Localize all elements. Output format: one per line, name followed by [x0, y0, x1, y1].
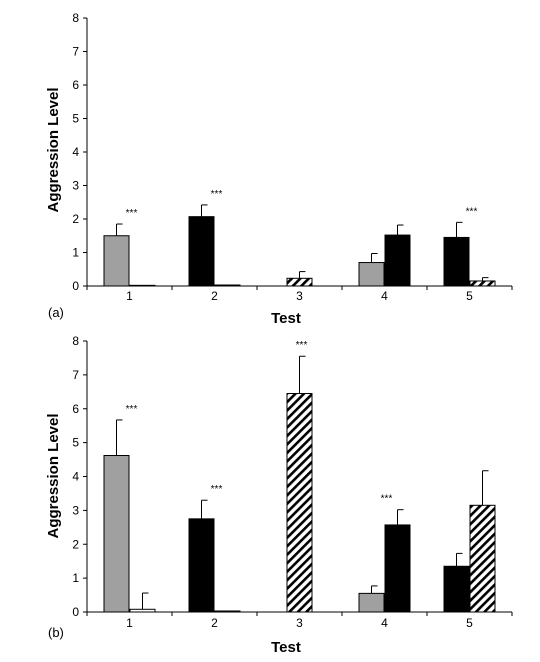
bar [384, 234, 411, 287]
chart-panel-b: Aggression Level Test (b) 0 1 2 3 4 5 6 7 8 1 2 3 4 5… [45, 334, 513, 656]
x-tick-label: 1 [126, 289, 133, 303]
y-tick-label: 3 [72, 179, 79, 193]
bar [384, 524, 411, 613]
y-tick-label: 5 [72, 112, 79, 126]
y-tick-label: 0 [72, 279, 79, 293]
y-tick-label: 1 [72, 571, 79, 585]
significance-marker: *** [126, 208, 138, 219]
x-tick-label: 2 [211, 616, 218, 630]
bar [129, 608, 156, 613]
y-tick-label: 8 [72, 334, 79, 348]
y-tick-label: 2 [72, 537, 79, 551]
y-tick-label: 3 [72, 503, 79, 517]
chart-panel-a: Aggression Level Test (a) 0 1 2 3 4 5 6 7 8 1 2 3 4 5… [45, 11, 513, 327]
y-tick-label: 4 [72, 145, 79, 159]
y-tick-label: 2 [72, 212, 79, 226]
y-tick-label: 6 [72, 78, 79, 92]
bar [129, 284, 156, 287]
y-tick-label: 8 [72, 11, 79, 25]
x-tick-label: 4 [381, 289, 388, 303]
bar [358, 262, 385, 287]
x-tick-label: 4 [381, 616, 388, 630]
y-axis-title: Aggression Level [45, 87, 62, 212]
x-axis-title: Test [271, 639, 301, 656]
y-tick-label: 7 [72, 368, 79, 382]
panel-label: (b) [48, 625, 64, 640]
x-tick-label: 5 [466, 289, 473, 303]
x-tick-label: 3 [296, 616, 303, 630]
bar [188, 216, 215, 287]
y-tick-label: 7 [72, 45, 79, 59]
y-tick-label: 6 [72, 402, 79, 416]
bar [469, 280, 496, 287]
bar [103, 454, 130, 613]
y-axis-title: Aggression Level [45, 413, 62, 538]
significance-marker: *** [296, 340, 308, 351]
x-tick-label: 2 [211, 289, 218, 303]
significance-marker: *** [381, 494, 393, 505]
significance-marker: *** [126, 404, 138, 415]
x-axis-title: Test [271, 310, 301, 327]
bar [443, 565, 470, 613]
y-tick-label: 1 [72, 246, 79, 260]
significance-marker: *** [466, 206, 478, 217]
bar [214, 610, 241, 613]
x-tick-label: 3 [296, 289, 303, 303]
y-tick-label: 5 [72, 436, 79, 450]
significance-marker: *** [211, 189, 223, 200]
bar [469, 504, 496, 613]
y-tick-label: 4 [72, 470, 79, 484]
bar [286, 277, 313, 287]
y-tick-label: 0 [72, 605, 79, 619]
panel-label: (a) [48, 305, 64, 320]
significance-marker: *** [211, 484, 223, 495]
bar [358, 592, 385, 613]
bar [214, 284, 241, 287]
x-tick-label: 5 [466, 616, 473, 630]
bar [286, 393, 313, 613]
x-tick-label: 1 [126, 616, 133, 630]
bar [103, 235, 130, 287]
bar [188, 518, 215, 613]
bar [443, 236, 470, 287]
